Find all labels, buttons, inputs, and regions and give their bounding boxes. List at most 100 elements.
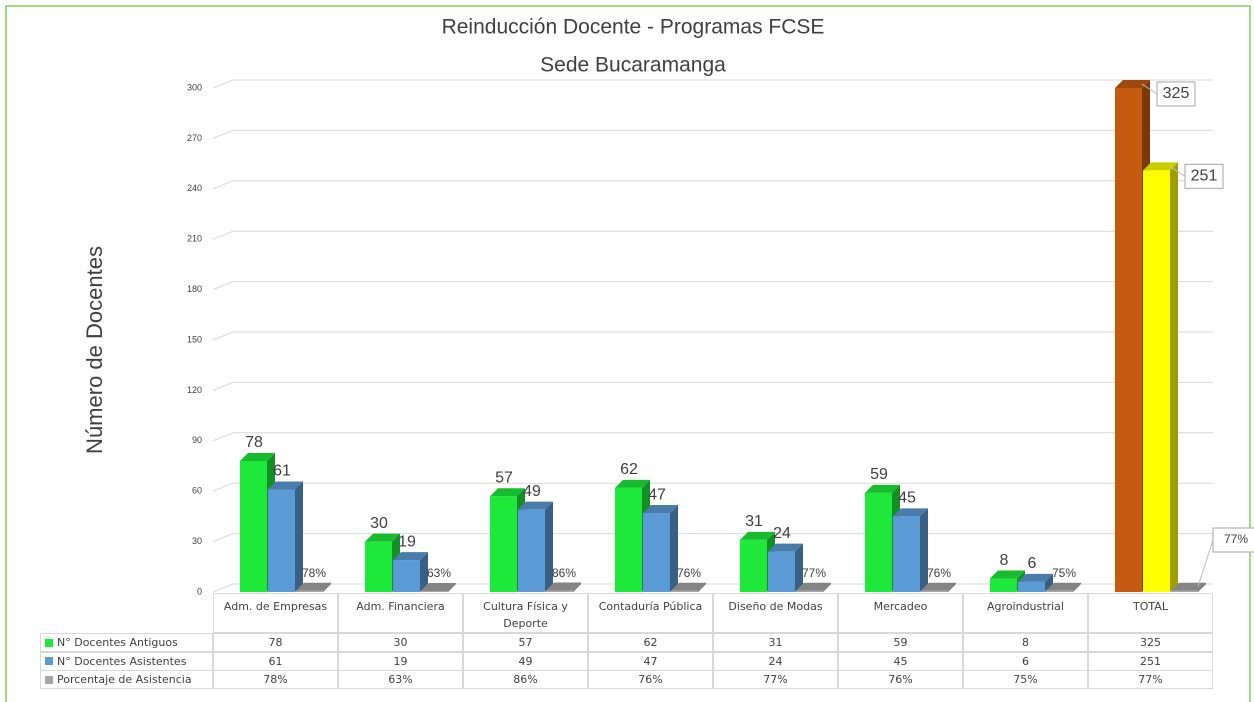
x-tick-label: Agroindustrial: [963, 593, 1088, 633]
cell-text: Agroindustrial: [987, 600, 1064, 613]
cell-text: N° Docentes Antiguos: [57, 636, 178, 649]
table-value: 78: [213, 633, 338, 652]
data-label: 31: [745, 513, 763, 530]
bar: [615, 487, 642, 592]
grid-line-side: [212, 129, 234, 139]
bar: [990, 578, 1017, 592]
cell-text: Adm. Financiera: [356, 600, 445, 613]
table-value: 251: [1088, 651, 1213, 671]
bar-side: [295, 481, 303, 592]
table-value: 47: [588, 651, 713, 671]
bar-top: [990, 570, 1025, 579]
chart-title: Reinducción Docente - Programas FCSE: [442, 16, 825, 39]
data-label: 78: [245, 434, 263, 451]
cell-text: Mercadeo: [873, 600, 928, 613]
grid-line-side: [212, 331, 234, 341]
bar-top: [671, 582, 706, 591]
bar-top: [518, 501, 553, 510]
bar: [893, 516, 920, 592]
cell-text: 47: [643, 654, 658, 668]
grid-line-side: [212, 381, 234, 391]
bar-side: [1073, 582, 1081, 592]
bar: [1046, 590, 1073, 592]
label-box: [1156, 81, 1196, 107]
bar: [296, 590, 323, 592]
legend-key: [45, 657, 53, 665]
label-box: [1212, 527, 1254, 553]
grid-line-side: [212, 533, 234, 543]
bar: [365, 541, 392, 592]
bar: [546, 590, 573, 592]
x-tick-label: Diseño de Modas: [713, 593, 838, 633]
cell-text: Contaduría Pública: [598, 600, 703, 613]
cell-text: 57: [518, 636, 533, 649]
table-value: 49: [463, 651, 588, 671]
bar-top: [393, 552, 428, 561]
bar: [796, 590, 823, 592]
bar: [518, 509, 545, 592]
table-value: 6: [963, 651, 1088, 671]
bar-side: [1045, 573, 1053, 592]
y-tick-label: 300: [187, 82, 202, 92]
data-label: 75%: [1052, 566, 1076, 580]
x-tick-label: Cultura Física y Deporte: [463, 593, 588, 633]
bar: [921, 590, 948, 592]
data-label: 76%: [927, 566, 951, 580]
bar-top: [296, 582, 331, 591]
table-value: 86%: [463, 670, 588, 689]
data-label: 251: [1191, 168, 1218, 185]
legend-entry: Porcentaje de Asistencia: [40, 670, 213, 689]
y-tick-label: 210: [187, 234, 202, 244]
bar-side: [1170, 162, 1178, 592]
bar-side: [920, 508, 928, 592]
y-tick-label: 270: [187, 133, 202, 143]
grid-line-side: [212, 482, 234, 492]
cell-text: 76%: [888, 673, 913, 686]
bar-top: [1046, 582, 1081, 591]
data-label: 77%: [802, 566, 826, 580]
grid-line-side: [212, 79, 234, 89]
chart-subtitle: Sede Bucaramanga: [540, 54, 726, 77]
bar-side: [823, 582, 831, 592]
y-tick-label: 180: [187, 284, 202, 294]
bar: [740, 539, 767, 592]
cell-text: 75%: [1013, 673, 1038, 686]
cell-text: 31: [768, 636, 783, 649]
cell-text: 24: [768, 654, 783, 668]
cell-text: 251: [1140, 654, 1161, 668]
bar: [671, 590, 698, 592]
cell-text: 77%: [763, 673, 788, 686]
y-axis-label: Número de Docentes: [82, 246, 107, 454]
leader-line: [1141, 83, 1158, 95]
legend-entry: N° Docentes Asistentes: [40, 651, 213, 671]
bar-top: [865, 484, 900, 493]
cell-text: N° Docentes Asistentes: [57, 654, 187, 668]
y-tick-label: 30: [192, 536, 202, 546]
x-tick-label: Mercadeo: [838, 593, 963, 633]
table-value: 59: [838, 633, 963, 652]
label-box: [1184, 163, 1224, 189]
bar: [768, 551, 795, 592]
bar: [1115, 88, 1142, 592]
cell-text: 63%: [388, 673, 413, 686]
bar-top: [1143, 162, 1178, 171]
cell-text: 6: [1022, 654, 1029, 668]
table-value: 78%: [213, 670, 338, 689]
bar-top: [893, 508, 928, 517]
y-tick-label: 240: [187, 183, 202, 193]
legend-entry: N° Docentes Antiguos: [40, 633, 213, 652]
bar: [490, 496, 517, 592]
data-label: 59: [870, 466, 888, 483]
data-label: 77%: [1224, 532, 1248, 546]
grid-line-side: [212, 583, 234, 593]
cell-text: Adm. de Empresas: [223, 600, 328, 613]
bar: [1018, 581, 1045, 592]
y-tick-label: 150: [187, 334, 202, 344]
cell-text: Diseño de Modas: [728, 600, 823, 613]
bar-side: [795, 543, 803, 592]
bar-top: [921, 582, 956, 591]
cell-text: 86%: [513, 673, 538, 686]
grid-line-side: [212, 230, 234, 240]
